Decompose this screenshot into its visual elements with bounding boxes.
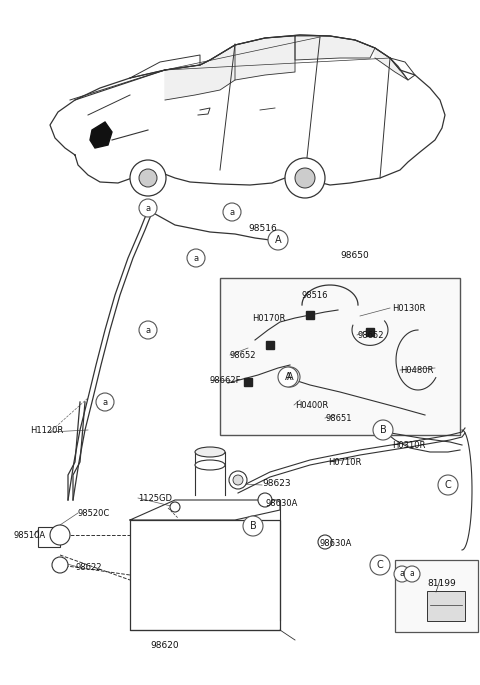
Circle shape bbox=[50, 525, 70, 545]
Text: H0170R: H0170R bbox=[252, 314, 286, 323]
Ellipse shape bbox=[195, 460, 225, 470]
Text: 98650: 98650 bbox=[340, 251, 369, 260]
Circle shape bbox=[404, 566, 420, 582]
Text: B: B bbox=[380, 425, 386, 435]
Bar bbox=[101, 398, 109, 406]
Bar bbox=[366, 328, 374, 336]
FancyBboxPatch shape bbox=[130, 520, 280, 630]
Text: a: a bbox=[409, 569, 414, 579]
Bar bbox=[192, 254, 200, 262]
Text: a: a bbox=[102, 397, 108, 406]
Circle shape bbox=[233, 475, 243, 485]
Polygon shape bbox=[90, 122, 112, 148]
Text: a: a bbox=[229, 208, 235, 216]
Text: 81199: 81199 bbox=[427, 579, 456, 588]
Text: H0130R: H0130R bbox=[392, 303, 425, 312]
Circle shape bbox=[285, 158, 325, 198]
Text: 1125GD: 1125GD bbox=[138, 493, 172, 503]
Text: a: a bbox=[193, 253, 199, 262]
Polygon shape bbox=[235, 36, 295, 80]
Circle shape bbox=[139, 199, 157, 217]
Circle shape bbox=[438, 475, 458, 495]
Text: A: A bbox=[275, 235, 281, 245]
Text: 98630A: 98630A bbox=[265, 499, 298, 508]
FancyBboxPatch shape bbox=[220, 278, 460, 435]
Polygon shape bbox=[165, 45, 235, 100]
Bar bbox=[266, 341, 274, 349]
Text: C: C bbox=[444, 480, 451, 490]
Text: 98516: 98516 bbox=[248, 223, 277, 232]
Text: B: B bbox=[250, 521, 256, 531]
Text: H0400R: H0400R bbox=[295, 401, 328, 410]
Circle shape bbox=[258, 493, 272, 507]
Circle shape bbox=[96, 393, 114, 411]
Circle shape bbox=[373, 420, 393, 440]
FancyBboxPatch shape bbox=[427, 591, 465, 621]
Text: A: A bbox=[285, 372, 291, 382]
Text: H0310R: H0310R bbox=[392, 440, 425, 449]
FancyBboxPatch shape bbox=[395, 560, 478, 632]
Text: 98516: 98516 bbox=[302, 290, 328, 299]
Circle shape bbox=[370, 555, 390, 575]
Circle shape bbox=[394, 566, 410, 582]
Text: H0710R: H0710R bbox=[328, 458, 361, 466]
Text: 98520C: 98520C bbox=[78, 508, 110, 517]
Bar bbox=[288, 372, 296, 380]
Circle shape bbox=[52, 557, 68, 573]
Text: 98652: 98652 bbox=[230, 351, 256, 360]
Circle shape bbox=[280, 367, 300, 387]
Text: 98623: 98623 bbox=[262, 479, 290, 488]
Circle shape bbox=[170, 502, 180, 512]
Circle shape bbox=[295, 168, 315, 188]
Circle shape bbox=[130, 160, 166, 196]
Circle shape bbox=[223, 203, 241, 221]
Polygon shape bbox=[295, 36, 375, 60]
Circle shape bbox=[268, 230, 288, 250]
Circle shape bbox=[139, 321, 157, 339]
Bar bbox=[144, 328, 152, 336]
Ellipse shape bbox=[195, 447, 225, 457]
Text: a: a bbox=[145, 203, 151, 212]
Text: 98652: 98652 bbox=[358, 330, 384, 340]
Text: 98651: 98651 bbox=[325, 414, 351, 423]
FancyBboxPatch shape bbox=[38, 527, 60, 547]
Text: 98630A: 98630A bbox=[320, 540, 352, 549]
Text: H1120R: H1120R bbox=[30, 425, 63, 434]
Text: 98662F: 98662F bbox=[210, 375, 241, 384]
Circle shape bbox=[278, 367, 298, 387]
Text: 98510A: 98510A bbox=[14, 530, 46, 540]
Polygon shape bbox=[375, 48, 408, 80]
Circle shape bbox=[187, 249, 205, 267]
Text: 98620: 98620 bbox=[151, 641, 180, 651]
Text: C: C bbox=[377, 560, 384, 570]
Bar bbox=[306, 311, 314, 319]
Text: A: A bbox=[287, 372, 293, 382]
Text: H0480R: H0480R bbox=[400, 366, 433, 375]
Text: a: a bbox=[399, 569, 405, 579]
Circle shape bbox=[243, 516, 263, 536]
Circle shape bbox=[318, 535, 332, 549]
Text: a: a bbox=[145, 325, 151, 334]
Circle shape bbox=[229, 471, 247, 489]
Circle shape bbox=[139, 169, 157, 187]
Text: 98622: 98622 bbox=[75, 562, 101, 571]
Bar bbox=[244, 378, 252, 386]
